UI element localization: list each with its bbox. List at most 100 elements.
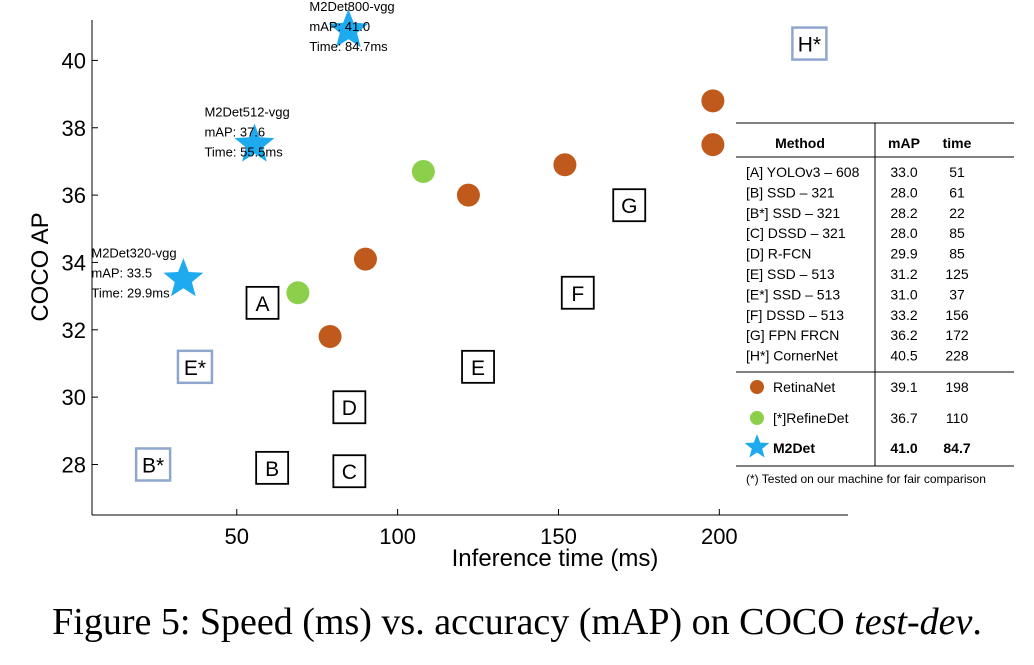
table-cell-time: 51 <box>949 164 965 180</box>
table-cell-time: 22 <box>949 205 965 221</box>
refinedet-point <box>411 160 435 184</box>
retinanet-point <box>553 153 577 177</box>
table-legend-row: RetinaNet 39.1 198 <box>750 379 969 395</box>
legend-time: 198 <box>945 379 969 395</box>
method-box-label: A <box>255 293 269 316</box>
method-point-box: E <box>461 349 495 384</box>
annotation-line: M2Det320-vgg <box>91 245 176 260</box>
table-cell-map: 28.0 <box>890 225 917 241</box>
method-box-label: H* <box>798 34 821 57</box>
table-cell-method: [D] R-FCN <box>746 246 811 262</box>
legend-time: 110 <box>946 410 969 426</box>
retinanet-point <box>353 247 377 271</box>
m2det-star-point <box>328 9 369 48</box>
table-cell-method: [B] SSD – 321 <box>746 184 835 200</box>
table-cell-time: 172 <box>945 327 969 343</box>
legend-label: M2Det <box>773 440 815 456</box>
method-box-label: G <box>621 195 637 218</box>
table-cell-method: [A] YOLOv3 – 608 <box>746 164 860 180</box>
x-tick-label: 200 <box>701 524 738 549</box>
table-cell-method: [E*] SSD – 513 <box>746 286 840 302</box>
table-row: [G] FPN FRCN 36.2 172 <box>746 327 969 343</box>
annotation-line: Time: 84.7ms <box>309 39 388 54</box>
table-row: [D] R-FCN 29.9 85 <box>746 246 965 262</box>
table-cell-map: 36.2 <box>890 327 917 343</box>
table-header-method: Method <box>775 135 825 151</box>
table-legend-row: M2Det 41.0 84.7 <box>744 434 971 458</box>
table-cell-time: 125 <box>945 266 969 282</box>
method-box-label: B* <box>142 454 164 477</box>
method-box-label: E* <box>184 357 206 380</box>
table-cell-method: [G] FPN FRCN <box>746 327 839 343</box>
annotation-line: M2Det512-vgg <box>204 105 289 120</box>
annotation-line: Time: 29.9ms <box>91 285 170 300</box>
annotation-line: mAP: 37.6 <box>204 125 265 140</box>
legend-circle-marker <box>750 380 764 394</box>
table-cell-time: 85 <box>949 246 965 262</box>
m2det-star-point <box>163 258 204 297</box>
method-box-frame <box>791 26 828 61</box>
table-cell-time: 37 <box>949 286 965 302</box>
table-cell-map: 33.0 <box>890 164 917 180</box>
y-tick-label: 38 <box>62 116 86 141</box>
table-row: [A] YOLOv3 – 608 33.0 51 <box>746 164 965 180</box>
table-footnote: (*) Tested on our machine for fair compa… <box>746 472 986 486</box>
y-tick-label: 36 <box>62 183 86 208</box>
method-point-box: B* <box>134 447 172 482</box>
table-background <box>736 123 1034 493</box>
table-cell-method: [H*] CornerNet <box>746 348 838 364</box>
y-tick-label: 28 <box>62 452 86 477</box>
table-cell-map: 31.0 <box>890 286 917 302</box>
table-cell-method: [B*] SSD – 321 <box>746 205 840 221</box>
method-box-label: E <box>471 357 485 380</box>
x-axis-label: Inference time (ms) <box>452 545 659 572</box>
table-cell-map: 40.5 <box>890 348 917 364</box>
table-cell-map: 33.2 <box>890 307 917 323</box>
y-ticks: 28 30 32 34 36 38 40 <box>62 48 98 477</box>
caption-italic: test-dev <box>854 601 973 643</box>
method-box-label: F <box>571 283 584 306</box>
y-tick-label: 30 <box>62 385 86 410</box>
table-header-time: time <box>943 135 972 151</box>
method-box-frame <box>255 450 290 485</box>
method-box-frame <box>332 454 367 489</box>
table-row: [H*] CornerNet 40.5 228 <box>746 348 969 364</box>
table-header-map: mAP <box>888 135 920 151</box>
method-box-label: B <box>265 458 279 481</box>
annotation-line: M2Det800-vgg <box>309 0 394 14</box>
method-point-box: D <box>332 390 367 425</box>
data-points <box>163 9 725 349</box>
table-cell-method: [C] DSSD – 321 <box>746 225 846 241</box>
y-tick-label: 40 <box>62 48 86 73</box>
methods-table: Method mAP time [A] YOLOv3 – 608 33.0 51 [B] S… <box>736 122 1034 493</box>
speed-accuracy-chart: 28 30 32 34 36 38 40 50 100 150 200 Inference tim… <box>27 0 1034 572</box>
method-box-frame <box>176 349 214 385</box>
method-box-label: D <box>342 397 357 420</box>
retinanet-point <box>701 133 725 157</box>
method-point-box: G <box>612 188 647 223</box>
retinanet-point <box>318 325 342 349</box>
legend-circle-marker <box>750 411 764 425</box>
annotation-line: mAP: 33.5 <box>91 265 152 280</box>
legend-map: 36.7 <box>890 410 917 426</box>
legend-map: 39.1 <box>890 379 917 395</box>
table-legend-row: [*]RefineDet 36.7 110 <box>750 410 968 426</box>
method-box-frame <box>332 390 367 425</box>
x-ticks: 50 100 150 200 <box>225 509 738 549</box>
method-point-box: B <box>255 450 290 485</box>
caption-suffix: . <box>972 601 982 643</box>
plot-axes <box>91 20 848 516</box>
y-tick-label: 34 <box>62 250 86 275</box>
method-box-frame <box>560 275 595 310</box>
table-cell-time: 156 <box>945 307 969 323</box>
method-point-box: H* <box>791 26 828 61</box>
table-cell-time: 85 <box>949 225 965 241</box>
table-row: [B*] SSD – 321 28.2 22 <box>746 205 965 221</box>
method-point-box: F <box>560 275 595 310</box>
table-row: [C] DSSD – 321 28.0 85 <box>746 225 965 241</box>
table-row: [E*] SSD – 513 31.0 37 <box>746 286 965 302</box>
table-row: [B] SSD – 321 28.0 61 <box>746 184 965 200</box>
method-point-box: A <box>245 285 280 320</box>
legend-label: RetinaNet <box>773 379 835 395</box>
table-cell-time: 61 <box>949 184 965 200</box>
